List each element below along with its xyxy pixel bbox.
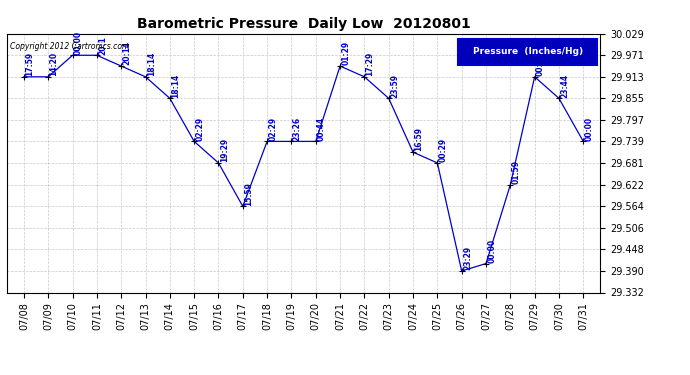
Text: 01:29: 01:29 [342,41,351,65]
Text: 23:59: 23:59 [390,74,399,98]
Text: 00:44: 00:44 [317,117,326,141]
Text: 00:00: 00:00 [74,30,83,54]
Text: Pressure  (Inches/Hg): Pressure (Inches/Hg) [473,47,582,56]
Text: 01:59: 01:59 [511,160,520,184]
Bar [458,39,598,65]
Text: Copyright 2012 Cartronics.com: Copyright 2012 Cartronics.com [10,42,129,51]
Text: 00:00: 00:00 [487,238,496,263]
Text: 00:00: 00:00 [536,52,545,76]
Text: 18:14: 18:14 [147,52,156,76]
Text: 17:59: 17:59 [25,52,34,76]
Title: Barometric Pressure  Daily Low  20120801: Barometric Pressure Daily Low 20120801 [137,17,471,31]
Text: 00:29: 00:29 [439,138,448,162]
Text: 16:59: 16:59 [414,128,423,152]
Text: 18:14: 18:14 [171,74,180,98]
Text: 14:20: 14:20 [50,52,59,76]
Text: 17:29: 17:29 [366,52,375,76]
Text: 23:44: 23:44 [560,74,569,98]
Text: 20:14: 20:14 [122,41,131,65]
Text: 02:29: 02:29 [195,117,204,141]
Text: 23:29: 23:29 [463,246,472,270]
Text: 02:29: 02:29 [268,117,277,141]
Text: 20:1: 20:1 [98,36,107,54]
Text: 19:29: 19:29 [219,138,228,162]
Text: 23:26: 23:26 [293,117,302,141]
Text: 15:59: 15:59 [244,182,253,206]
Text: 00:00: 00:00 [584,117,593,141]
